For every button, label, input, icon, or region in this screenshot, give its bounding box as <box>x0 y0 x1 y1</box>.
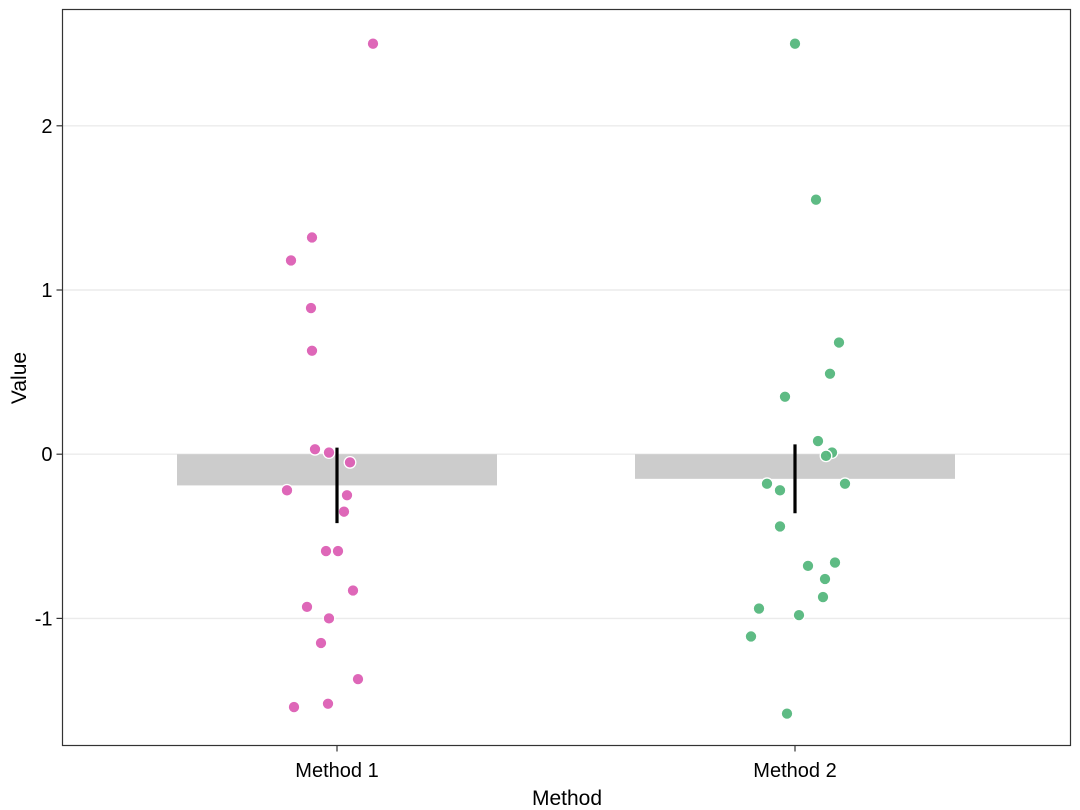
data-point <box>801 559 815 573</box>
data-point <box>744 630 758 643</box>
data-point <box>828 556 842 570</box>
data-point <box>340 488 354 502</box>
data-point <box>308 442 322 456</box>
data-point <box>809 193 823 207</box>
x-axis-ticks: Method 1 Method 2 <box>295 745 837 782</box>
data-points <box>280 37 852 721</box>
data-point <box>823 367 837 381</box>
data-point <box>319 544 333 558</box>
y-tick-label: -1 <box>35 608 53 630</box>
y-axis-ticks: -1 0 1 2 <box>35 116 63 630</box>
data-point <box>788 37 802 51</box>
data-point <box>811 434 825 448</box>
data-point <box>778 390 792 404</box>
data-point <box>819 449 833 463</box>
data-point <box>300 600 314 614</box>
data-point <box>321 697 335 711</box>
x-axis-title: Method <box>532 787 602 810</box>
data-point <box>832 336 846 349</box>
data-point <box>304 301 318 315</box>
data-point <box>773 519 787 533</box>
x-tick-label: Method 2 <box>753 760 836 782</box>
data-point <box>314 636 328 650</box>
data-point <box>816 590 830 604</box>
data-point <box>838 477 852 491</box>
data-point <box>343 455 357 469</box>
plot-panel-border <box>61 8 1072 747</box>
data-point <box>322 446 336 460</box>
data-point <box>752 602 766 615</box>
data-point <box>818 572 832 586</box>
data-point <box>351 672 365 686</box>
data-point <box>780 707 794 721</box>
data-point <box>760 477 774 491</box>
y-axis-title: Value <box>8 352 31 404</box>
data-point <box>322 611 336 625</box>
data-point <box>280 483 294 497</box>
data-point <box>305 344 319 358</box>
data-point <box>305 231 319 244</box>
data-point <box>284 253 298 267</box>
x-tick-label: Method 1 <box>295 760 378 782</box>
data-point <box>331 544 345 558</box>
data-point <box>792 608 806 622</box>
error-bars <box>335 444 797 524</box>
y-tick-label: 1 <box>41 280 52 302</box>
data-point <box>287 700 301 714</box>
data-point <box>337 505 351 519</box>
y-tick-label: 0 <box>41 444 52 466</box>
data-point <box>773 483 787 497</box>
data-point <box>366 37 380 51</box>
data-point <box>346 584 360 597</box>
y-tick-label: 2 <box>41 116 52 138</box>
